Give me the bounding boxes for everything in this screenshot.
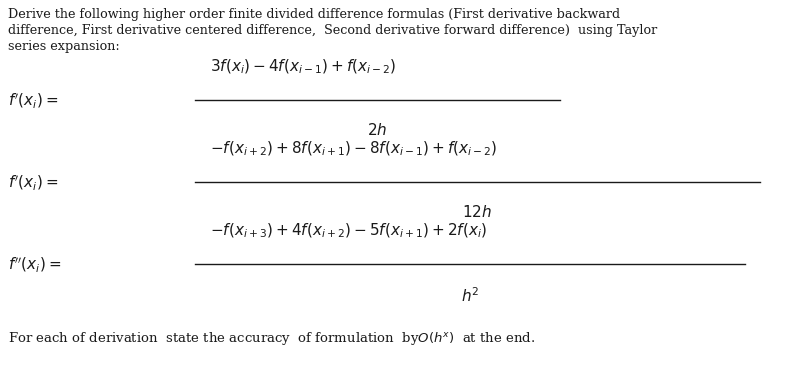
Text: $2h$: $2h$	[367, 122, 387, 138]
Text: $f'(x_i) = $: $f'(x_i) = $	[8, 173, 58, 191]
Text: For each of derivation  state the accuracy  of formulation  by$O(h^x)$  at the e: For each of derivation state the accurac…	[8, 330, 536, 347]
Text: $-f(x_{i+2}) + 8f(x_{i+1}) - 8f(x_{i-1}) + f(x_{i-2})$: $-f(x_{i+2}) + 8f(x_{i+1}) - 8f(x_{i-1})…	[210, 139, 497, 158]
Text: $12h$: $12h$	[462, 204, 493, 220]
Text: $f''(x_i) = $: $f''(x_i) = $	[8, 255, 61, 273]
Text: $h^2$: $h^2$	[461, 286, 479, 305]
Text: $-f(x_{i+3}) + 4f(x_{i+2}) - 5f(x_{i+1}) + 2f(x_i)$: $-f(x_{i+3}) + 4f(x_{i+2}) - 5f(x_{i+1})…	[210, 222, 487, 240]
Text: series expansion:: series expansion:	[8, 40, 120, 53]
Text: $3f(x_i) - 4f(x_{i-1}) + f(x_{i-2})$: $3f(x_i) - 4f(x_{i-1}) + f(x_{i-2})$	[210, 58, 396, 76]
Text: difference, First derivative centered difference,  Second derivative forward dif: difference, First derivative centered di…	[8, 24, 658, 37]
Text: $f'(x_i) = $: $f'(x_i) = $	[8, 91, 58, 110]
Text: Derive the following higher order finite divided difference formulas (First deri: Derive the following higher order finite…	[8, 8, 620, 21]
